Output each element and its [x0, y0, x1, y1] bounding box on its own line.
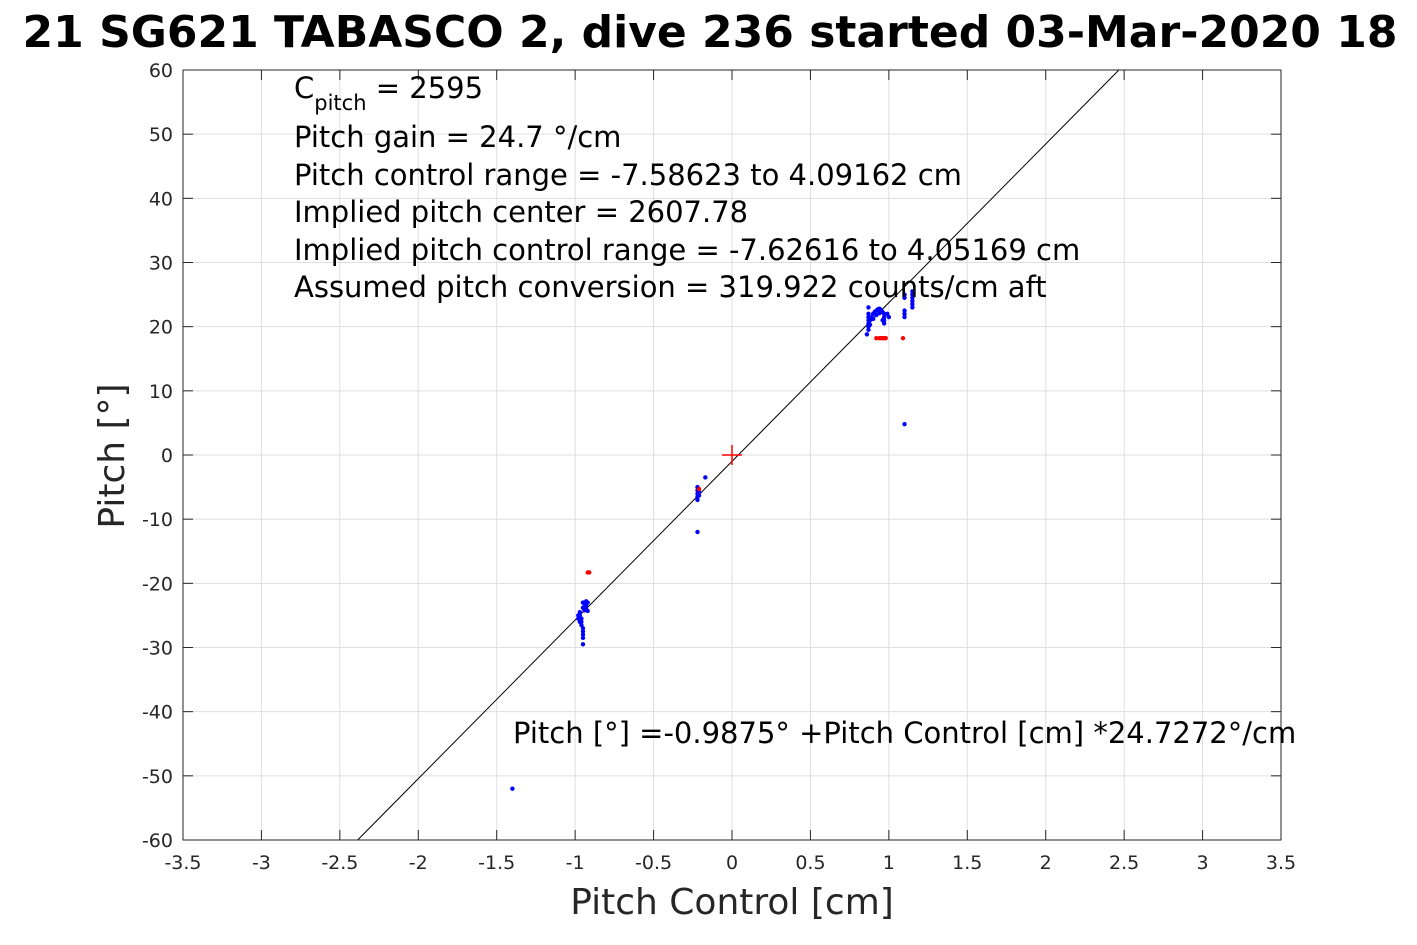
data-point-blue [576, 613, 581, 618]
x-tick-label: 1 [883, 852, 895, 874]
y-tick-label: 30 [149, 253, 173, 275]
data-point-red [587, 570, 592, 575]
data-point-blue [580, 629, 586, 634]
data-point-blue [880, 318, 885, 323]
data-point-blue [902, 422, 907, 427]
c-pitch-main: C [294, 71, 314, 105]
implied-pitch-center-annotation: Implied pitch center = 2607.78 [294, 195, 748, 229]
data-point-blue [866, 327, 871, 333]
x-tick-label: -2.5 [321, 852, 358, 874]
pitch-gain-annotation: Pitch gain = 24.7 °/cm [294, 120, 621, 154]
x-tick-label: 2.5 [1109, 852, 1139, 874]
y-tick-label: -30 [142, 638, 173, 660]
data-point-blue [866, 311, 871, 317]
x-tick-label: 3 [1197, 852, 1209, 874]
y-tick-label: -40 [142, 702, 173, 724]
data-point-red [900, 336, 906, 341]
c-pitch-annotation: Cpitch = 2595 [294, 71, 483, 115]
y-tick-label: 10 [149, 381, 173, 403]
chart-title: 21 SG621 TABASCO 2, dive 236 started 03-… [23, 7, 1398, 58]
data-point-blue [910, 289, 915, 294]
data-point-blue [580, 632, 586, 637]
y-tick-label: -50 [142, 766, 173, 788]
data-point-blue [881, 311, 887, 317]
x-axis-ticks: -3.5 -3 -2.5 -2 -1.5 -1 -0.5 0 0.5 1 1.5 2 2.5 3 3.5 [164, 70, 1296, 874]
data-point-blue [696, 493, 702, 498]
data-point-blue [910, 305, 915, 310]
y-tick-label: 60 [149, 60, 173, 82]
data-point-red [874, 336, 879, 341]
center-marker-layer [722, 445, 742, 465]
data-point-blue [902, 292, 907, 297]
y-tick-label: 40 [149, 188, 173, 210]
data-point-blue [910, 298, 915, 304]
x-tick-label: 1.5 [952, 852, 982, 874]
data-point-blue [867, 322, 873, 327]
x-tick-label: -1 [566, 852, 585, 874]
data-point-blue [910, 292, 915, 297]
x-tick-label: -2 [409, 852, 428, 874]
data-point-blue [696, 490, 702, 495]
y-tick-label: -20 [142, 573, 173, 595]
data-point-blue [877, 310, 882, 316]
y-tick-label: 50 [149, 124, 173, 146]
data-point-blue [902, 308, 907, 313]
y-tick-label: 0 [161, 445, 173, 467]
x-tick-label: -0.5 [635, 852, 672, 874]
x-axis-label: Pitch Control [cm] [570, 882, 894, 923]
data-point-red [696, 486, 702, 492]
data-point-blue [695, 497, 700, 503]
data-point-blue [870, 316, 876, 322]
data-point-blue [580, 642, 586, 647]
data-point-blue [902, 311, 907, 317]
data-point-blue [510, 786, 515, 791]
x-tick-label: -3 [252, 852, 271, 874]
data-point-blue [910, 295, 915, 300]
x-tick-label: 0.5 [795, 852, 825, 874]
c-pitch-subscript: pitch [314, 91, 366, 115]
data-point-blue [902, 295, 907, 300]
pitch-control-range-annotation: Pitch control range = -7.58623 to 4.0916… [294, 158, 962, 192]
data-point-blue [864, 332, 870, 337]
implied-pitch-control-range-annotation: Implied pitch control range = -7.62616 t… [294, 233, 1080, 267]
x-tick-label: 0 [726, 852, 738, 874]
x-tick-label: 2 [1040, 852, 1052, 874]
fit-equation-annotation: Pitch [°] =-0.9875° +Pitch Control [cm] … [513, 716, 1296, 750]
data-point-blue [580, 635, 586, 641]
y-tick-label: -60 [142, 830, 173, 852]
data-point-red [883, 336, 888, 341]
y-axis-ticks: -60 -50 -40 -30 -20 -10 0 10 20 30 40 50 60 [142, 60, 1281, 852]
data-point-blue [582, 608, 587, 613]
plot-frame [182, 69, 1282, 841]
data-point-blue [695, 529, 700, 535]
data-point-blue [580, 626, 586, 631]
data-point-blue [585, 600, 590, 605]
data-points-layer [510, 289, 915, 791]
x-tick-label: -3.5 [164, 852, 201, 874]
y-tick-label: 20 [149, 317, 173, 339]
x-tick-label: -1.5 [478, 852, 515, 874]
data-point-blue [886, 314, 892, 320]
c-pitch-value: = 2595 [367, 71, 484, 105]
data-point-blue [910, 302, 915, 307]
y-axis-label: Pitch [°] [92, 383, 133, 528]
data-point-blue [866, 305, 871, 310]
assumed-pitch-conversion-annotation: Assumed pitch conversion = 319.922 count… [294, 270, 1047, 304]
data-point-blue [703, 475, 708, 480]
y-tick-label: -10 [142, 509, 173, 531]
x-tick-label: 3.5 [1266, 852, 1296, 874]
data-point-blue [902, 314, 907, 320]
data-point-blue [577, 619, 583, 625]
